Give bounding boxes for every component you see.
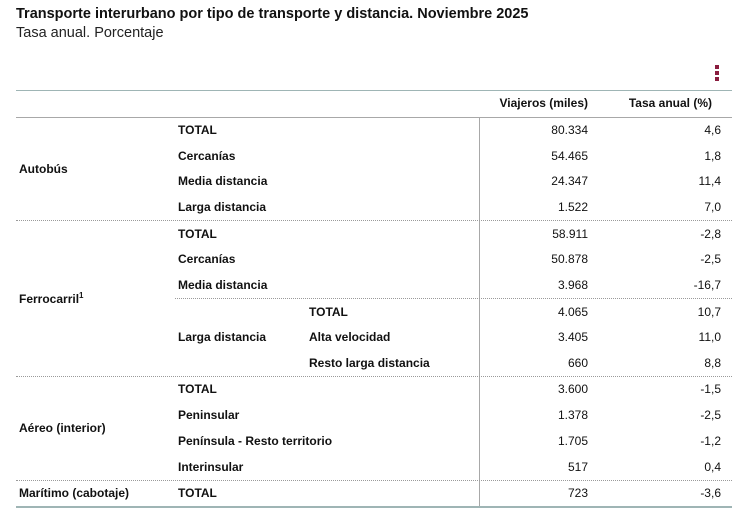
row-label: TOTAL — [178, 123, 217, 137]
cell-tasa: 0,4 — [704, 460, 721, 474]
cell-tasa: 1,8 — [704, 149, 721, 163]
row-label: Cercanías — [178, 149, 236, 163]
subgroup-separator — [175, 298, 732, 299]
group-label-ferrocarril: Ferrocarril1 — [19, 291, 84, 307]
group-label-aereo: Aéreo (interior) — [19, 421, 106, 435]
row-label: Cercanías — [178, 252, 236, 266]
cell-tasa: -1,2 — [700, 434, 721, 448]
column-header-tasa: Tasa anual (%) — [628, 96, 712, 110]
cell-viajeros: 660 — [567, 356, 588, 370]
cell-tasa: -1,5 — [700, 382, 721, 396]
cell-viajeros: 58.911 — [552, 227, 588, 241]
cell-viajeros: 3.600 — [557, 382, 588, 396]
cell-tasa: -3,6 — [700, 486, 721, 500]
subgroup-label-larga-distancia: Larga distancia — [178, 330, 267, 344]
header-divider — [16, 117, 732, 118]
table-top-border — [16, 90, 732, 91]
column-header-viajeros: Viajeros (miles) — [499, 96, 589, 110]
cell-viajeros: 1.705 — [557, 434, 588, 448]
row-label: Península - Resto territorio — [178, 434, 333, 448]
row-label: Media distancia — [178, 278, 268, 292]
cell-viajeros: 3.405 — [557, 330, 588, 344]
cell-tasa: 11,0 — [698, 330, 721, 344]
cell-viajeros: 24.347 — [551, 174, 588, 188]
row-label: Larga distancia — [178, 200, 267, 214]
row-label: TOTAL — [178, 382, 217, 396]
row-label: Media distancia — [178, 174, 268, 188]
footnote-marker: 1 — [79, 291, 84, 300]
cell-viajeros: 3.968 — [557, 278, 588, 292]
cell-viajeros: 50.878 — [551, 252, 588, 266]
page-subtitle: Tasa anual. Porcentaje — [16, 25, 164, 41]
cell-viajeros: 723 — [567, 486, 588, 500]
cell-tasa: -16,7 — [693, 278, 721, 292]
row-label: Alta velocidad — [309, 330, 391, 344]
row-label: Resto larga distancia — [309, 356, 430, 370]
cell-tasa: 11,4 — [698, 174, 721, 188]
cell-tasa: -2,8 — [700, 227, 721, 241]
row-label: TOTAL — [309, 305, 348, 319]
cell-tasa: 8,8 — [704, 356, 721, 370]
cell-viajeros: 54.465 — [551, 149, 588, 163]
group-label-autobus: Autobús — [19, 162, 68, 176]
cell-tasa: -2,5 — [700, 408, 721, 422]
row-label: Peninsular — [178, 408, 240, 422]
cell-tasa: 4,6 — [704, 123, 721, 137]
cell-viajeros: 4.065 — [557, 305, 588, 319]
cell-viajeros: 517 — [567, 460, 588, 474]
page-title: Transporte interurbano por tipo de trans… — [16, 6, 529, 22]
cell-tasa: -2,5 — [700, 252, 721, 266]
group-label-maritimo: Marítimo (cabotaje) — [19, 486, 130, 500]
cell-viajeros: 1.378 — [557, 408, 588, 422]
cell-tasa: 7,0 — [704, 200, 721, 214]
cell-tasa: 10,7 — [697, 305, 721, 319]
group-separator — [16, 376, 732, 377]
vertical-ellipsis-icon[interactable] — [713, 65, 721, 81]
group-separator — [16, 480, 732, 481]
column-divider — [479, 118, 480, 506]
cell-viajeros: 1.522 — [557, 200, 588, 214]
cell-viajeros: 80.334 — [551, 123, 588, 137]
row-label: Interinsular — [178, 460, 244, 474]
row-label: TOTAL — [178, 486, 217, 500]
row-label: TOTAL — [178, 227, 217, 241]
table-bottom-border — [16, 506, 732, 508]
group-separator — [16, 220, 732, 221]
